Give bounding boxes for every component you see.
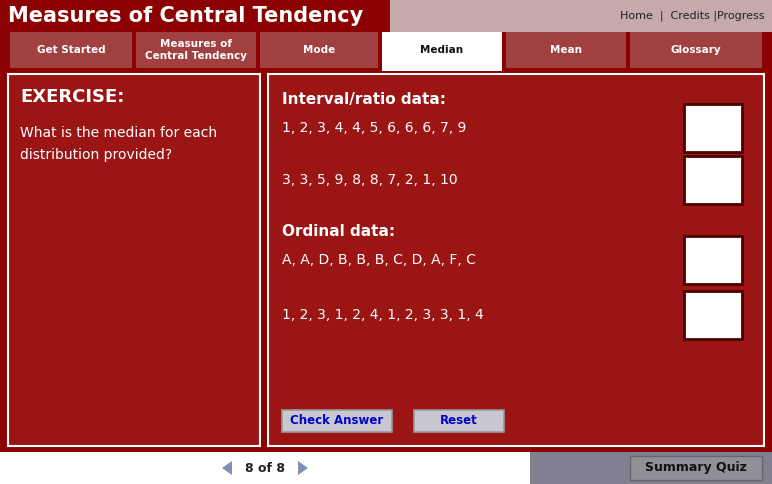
Bar	[684, 236, 742, 284]
Bar	[390, 0, 772, 32]
Text: Mode: Mode	[303, 45, 335, 55]
Bar	[382, 32, 502, 71]
Text: What is the median for each
distribution provided?: What is the median for each distribution…	[20, 126, 217, 162]
Bar	[8, 74, 260, 446]
Bar	[684, 104, 742, 152]
Bar	[0, 452, 772, 484]
Bar	[630, 456, 762, 480]
Bar	[260, 32, 378, 68]
Bar	[684, 236, 742, 284]
Text: Get Started: Get Started	[37, 45, 105, 55]
Bar	[414, 410, 504, 432]
Text: EXERCISE:: EXERCISE:	[20, 88, 124, 106]
Text: 3, 3, 5, 9, 8, 8, 7, 2, 1, 10: 3, 3, 5, 9, 8, 8, 7, 2, 1, 10	[282, 173, 458, 187]
Text: Measures of
Central Tendency: Measures of Central Tendency	[145, 39, 247, 61]
Polygon shape	[222, 461, 232, 475]
Bar	[0, 32, 772, 68]
Bar	[8, 74, 260, 446]
Bar	[530, 452, 772, 484]
Text: Measures of Central Tendency: Measures of Central Tendency	[8, 6, 364, 26]
Polygon shape	[298, 461, 308, 475]
Text: Median: Median	[421, 45, 463, 55]
Text: Reset: Reset	[440, 414, 478, 427]
Bar	[282, 410, 392, 432]
Text: Ordinal data:: Ordinal data:	[282, 224, 395, 239]
Text: Glossary: Glossary	[671, 45, 721, 55]
Bar	[684, 156, 742, 204]
Text: Check Answer: Check Answer	[290, 414, 384, 427]
Text: 1, 2, 3, 4, 4, 5, 6, 6, 6, 7, 9: 1, 2, 3, 4, 4, 5, 6, 6, 6, 7, 9	[282, 121, 466, 135]
Text: Home  |  Credits |Progress: Home | Credits |Progress	[619, 11, 764, 21]
Bar	[684, 291, 742, 339]
Bar	[136, 32, 256, 68]
Text: Mean: Mean	[550, 45, 582, 55]
Bar	[268, 74, 764, 446]
Bar	[414, 410, 504, 432]
Bar	[268, 74, 764, 446]
Text: 1, 2, 3, 1, 2, 4, 1, 2, 3, 3, 1, 4: 1, 2, 3, 1, 2, 4, 1, 2, 3, 3, 1, 4	[282, 308, 484, 322]
Bar	[0, 68, 772, 452]
Bar	[282, 410, 392, 432]
Bar	[10, 32, 132, 68]
Bar	[684, 104, 742, 152]
Bar	[630, 456, 762, 480]
Bar	[684, 291, 742, 339]
Text: Interval/ratio data:: Interval/ratio data:	[282, 92, 446, 107]
Text: 8 of 8: 8 of 8	[245, 462, 285, 474]
Bar	[684, 156, 742, 204]
Text: A, A, D, B, B, B, C, D, A, F, C: A, A, D, B, B, B, C, D, A, F, C	[282, 253, 476, 267]
Text: Summary Quiz: Summary Quiz	[645, 462, 747, 474]
Bar	[630, 32, 762, 68]
Bar	[0, 0, 772, 32]
Bar	[506, 32, 626, 68]
